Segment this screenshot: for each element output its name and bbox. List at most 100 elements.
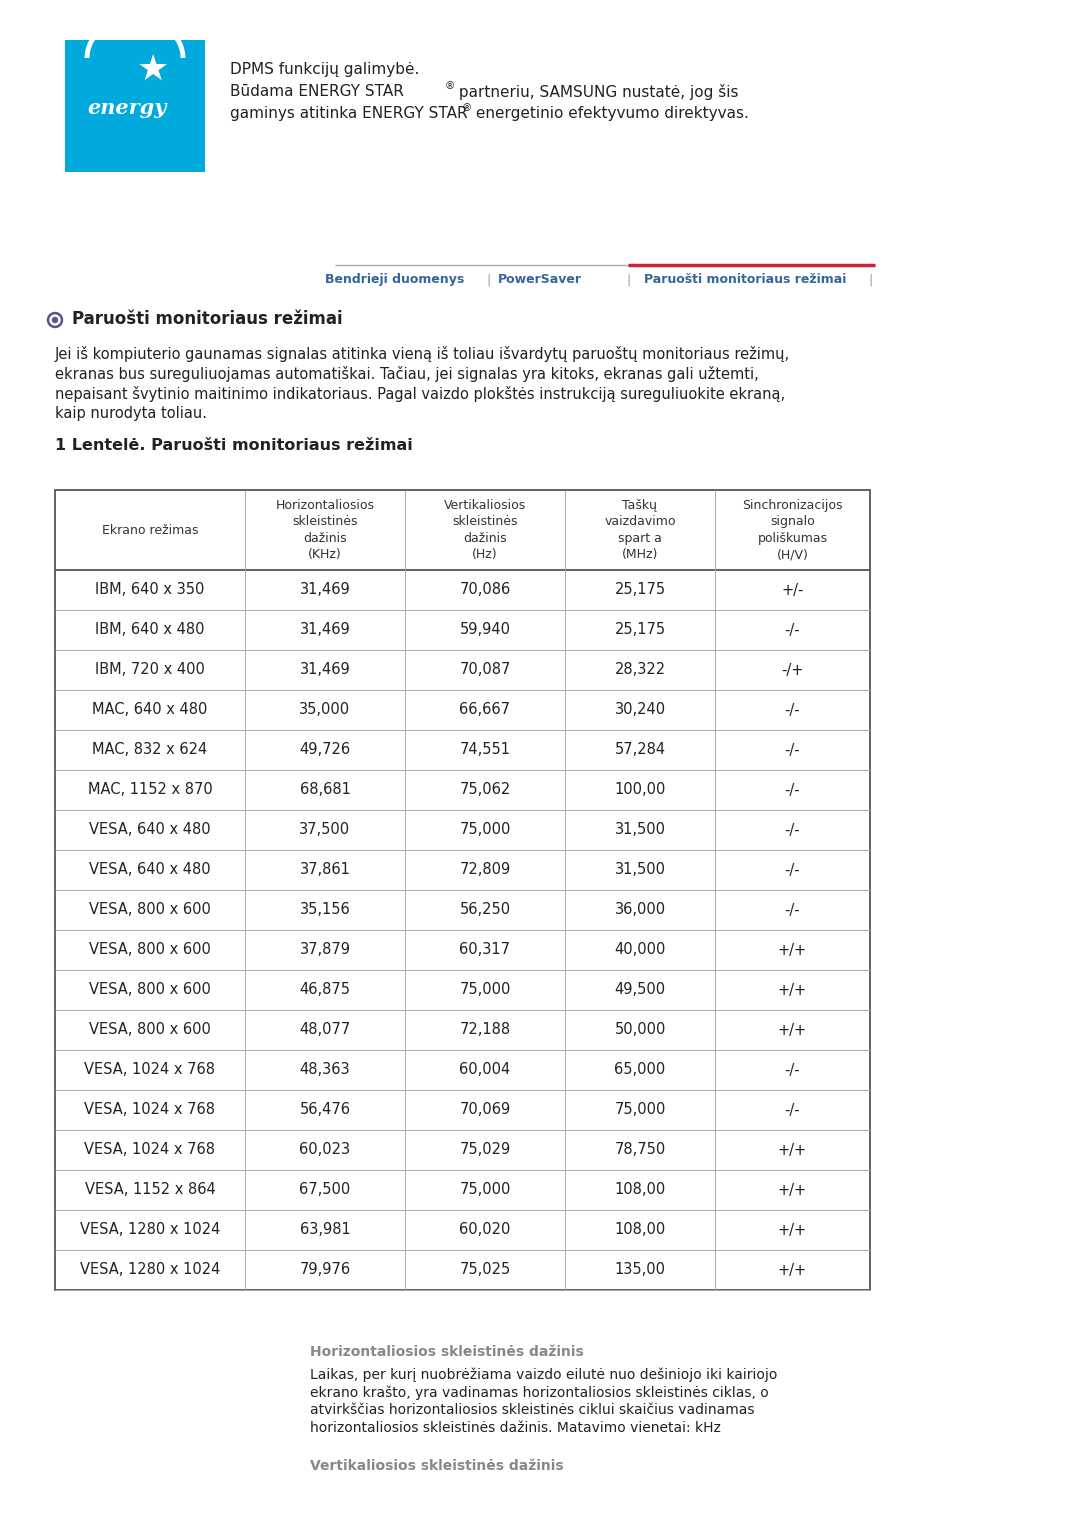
FancyBboxPatch shape: [65, 40, 205, 150]
Text: 75,000: 75,000: [459, 822, 511, 837]
Text: 108,00: 108,00: [615, 1222, 665, 1238]
Text: 108,00: 108,00: [615, 1183, 665, 1198]
Text: Sinchronizacijos
signalo
poliškumas
(H/V): Sinchronizacijos signalo poliškumas (H/V…: [742, 498, 842, 561]
Text: 79,976: 79,976: [299, 1262, 351, 1277]
Text: 1 Lentelė. Paruošti monitoriaus režimai: 1 Lentelė. Paruošti monitoriaus režimai: [55, 439, 413, 452]
Text: 75,000: 75,000: [615, 1103, 665, 1117]
Text: Horizontaliosios skleistinės dažinis: Horizontaliosios skleistinės dažinis: [310, 1345, 584, 1358]
Text: IBM, 640 x 350: IBM, 640 x 350: [95, 582, 205, 597]
Text: 72,188: 72,188: [459, 1022, 511, 1038]
Text: VESA, 1024 x 768: VESA, 1024 x 768: [84, 1062, 216, 1077]
Text: 49,726: 49,726: [299, 743, 351, 758]
Text: Ekrano režimas: Ekrano režimas: [102, 524, 199, 536]
Text: 74,551: 74,551: [459, 743, 511, 758]
Text: 31,469: 31,469: [299, 663, 350, 677]
Text: Paruošti monitoriaus režimai: Paruošti monitoriaus režimai: [644, 274, 847, 286]
Text: 68,681: 68,681: [299, 782, 350, 798]
Text: ekrano krašto, yra vadinamas horizontaliosios skleistinės ciklas, o: ekrano krašto, yra vadinamas horizontali…: [310, 1384, 769, 1400]
Text: 70,087: 70,087: [459, 663, 511, 677]
Text: +/+: +/+: [778, 983, 807, 998]
Text: 49,500: 49,500: [615, 983, 665, 998]
Text: 65,000: 65,000: [615, 1062, 665, 1077]
Text: 57,284: 57,284: [615, 743, 665, 758]
Text: -/-: -/-: [785, 703, 800, 718]
Text: 37,861: 37,861: [299, 862, 350, 877]
Text: -/-: -/-: [785, 903, 800, 917]
Text: 66,667: 66,667: [459, 703, 511, 718]
Circle shape: [48, 313, 63, 327]
Text: -/-: -/-: [785, 862, 800, 877]
Text: |: |: [626, 274, 631, 286]
FancyBboxPatch shape: [65, 150, 205, 173]
Text: VESA, 800 x 600: VESA, 800 x 600: [89, 983, 211, 998]
Text: 37,500: 37,500: [299, 822, 351, 837]
Text: energetinio efektyvumo direktyvas.: energetinio efektyvumo direktyvas.: [471, 105, 748, 121]
Text: Bendrieji duomenys: Bendrieji duomenys: [325, 274, 464, 286]
Text: 72,809: 72,809: [459, 862, 511, 877]
Text: ekranas bus sureguliuojamas automatiškai. Tačiau, jei signalas yra kitoks, ekran: ekranas bus sureguliuojamas automatiškai…: [55, 367, 759, 382]
Text: Vertikaliosios skleistinės dažinis: Vertikaliosios skleistinės dažinis: [310, 1459, 564, 1473]
Text: 30,240: 30,240: [615, 703, 665, 718]
Text: 75,000: 75,000: [459, 1183, 511, 1198]
Text: ®: ®: [445, 81, 456, 92]
Text: |: |: [487, 274, 491, 286]
FancyBboxPatch shape: [55, 490, 870, 1290]
Text: PowerSaver: PowerSaver: [498, 274, 582, 286]
Text: 75,000: 75,000: [459, 983, 511, 998]
Text: VESA, 800 x 600: VESA, 800 x 600: [89, 1022, 211, 1038]
Text: MAC, 640 x 480: MAC, 640 x 480: [92, 703, 207, 718]
Text: 48,363: 48,363: [299, 1062, 350, 1077]
Text: gaminys atitinka ENERGY STAR: gaminys atitinka ENERGY STAR: [230, 105, 468, 121]
Text: +/+: +/+: [778, 1022, 807, 1038]
Circle shape: [53, 318, 57, 322]
Text: Vertikaliosios
skleistinės
dažinis
(Hz): Vertikaliosios skleistinės dažinis (Hz): [444, 498, 526, 561]
Text: -/-: -/-: [785, 622, 800, 637]
Text: VESA, 800 x 600: VESA, 800 x 600: [89, 943, 211, 958]
Text: +/+: +/+: [778, 1222, 807, 1238]
Text: Būdama ENERGY STAR: Būdama ENERGY STAR: [230, 84, 404, 99]
Text: 31,469: 31,469: [299, 582, 350, 597]
Text: VESA, 1280 x 1024: VESA, 1280 x 1024: [80, 1262, 220, 1277]
Text: IBM, 720 x 400: IBM, 720 x 400: [95, 663, 205, 677]
Text: 60,317: 60,317: [459, 943, 511, 958]
Text: 75,025: 75,025: [459, 1262, 511, 1277]
Text: -/+: -/+: [781, 663, 804, 677]
Text: 31,500: 31,500: [615, 822, 665, 837]
Text: 28,322: 28,322: [615, 663, 665, 677]
Text: Taškų
vaizdavimo
spart a
(MHz): Taškų vaizdavimo spart a (MHz): [604, 498, 676, 561]
Text: 78,750: 78,750: [615, 1143, 665, 1158]
Text: 31,500: 31,500: [615, 862, 665, 877]
Text: +/+: +/+: [778, 943, 807, 958]
Text: 46,875: 46,875: [299, 983, 351, 998]
Text: +/+: +/+: [778, 1183, 807, 1198]
Text: 36,000: 36,000: [615, 903, 665, 917]
Text: 48,077: 48,077: [299, 1022, 351, 1038]
Text: 25,175: 25,175: [615, 582, 665, 597]
Text: 25,175: 25,175: [615, 622, 665, 637]
Text: 40,000: 40,000: [615, 943, 665, 958]
Text: horizontaliosios skleistinės dažinis. Matavimo vienetai: kHz: horizontaliosios skleistinės dažinis. Ma…: [310, 1421, 720, 1435]
Text: -/-: -/-: [785, 782, 800, 798]
Text: -/-: -/-: [785, 1103, 800, 1117]
Text: 56,476: 56,476: [299, 1103, 351, 1117]
Text: Laikas, per kurį nuobrėžiama vaizdo eilutė nuo dešiniojo iki kairiojo: Laikas, per kurį nuobrėžiama vaizdo eilu…: [310, 1368, 778, 1381]
Text: 60,004: 60,004: [459, 1062, 511, 1077]
Text: ENERGY STAR: ENERGY STAR: [86, 154, 184, 168]
Text: 100,00: 100,00: [615, 782, 665, 798]
Text: VESA, 800 x 600: VESA, 800 x 600: [89, 903, 211, 917]
Text: Jei iš kompiuterio gaunamas signalas atitinka vieną iš toliau išvardytų paruoštų: Jei iš kompiuterio gaunamas signalas ati…: [55, 345, 791, 362]
Text: 37,879: 37,879: [299, 943, 351, 958]
Text: nepaisant švytinio maitinimo indikatoriaus. Pagal vaizdo plokštės instrukciją su: nepaisant švytinio maitinimo indikatoria…: [55, 387, 785, 402]
Text: +/+: +/+: [778, 1143, 807, 1158]
Text: 63,981: 63,981: [299, 1222, 350, 1238]
Text: -/-: -/-: [785, 822, 800, 837]
Text: 75,062: 75,062: [459, 782, 511, 798]
Text: 70,086: 70,086: [459, 582, 511, 597]
Text: 67,500: 67,500: [299, 1183, 351, 1198]
Text: 56,250: 56,250: [459, 903, 511, 917]
Text: 75,029: 75,029: [459, 1143, 511, 1158]
Text: +/-: +/-: [781, 582, 804, 597]
Text: ®: ®: [462, 102, 472, 113]
Text: Paruošti monitoriaus režimai: Paruošti monitoriaus režimai: [72, 310, 342, 329]
Text: VESA, 1024 x 768: VESA, 1024 x 768: [84, 1143, 216, 1158]
